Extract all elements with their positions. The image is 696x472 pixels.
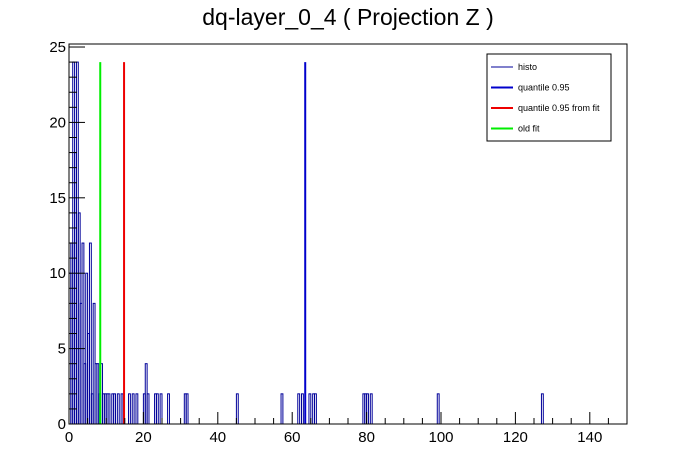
x-tick-label: 120 (503, 429, 528, 446)
x-tick-label: 60 (284, 429, 301, 446)
histogram-bar (280, 393, 284, 425)
histogram-bar (167, 393, 170, 425)
y-tick-label: 0 (58, 416, 66, 433)
x-tick-label: 20 (135, 429, 152, 446)
y-axis: 0 5 10 15 20 25 (49, 39, 85, 433)
histogram-bar (116, 393, 120, 425)
y-tick-label: 10 (49, 265, 66, 282)
x-tick-label: 100 (428, 429, 453, 446)
histogram-bar (135, 393, 139, 425)
histogram-bar (120, 393, 124, 425)
histogram-bar (146, 393, 150, 425)
histogram-bar (107, 393, 111, 425)
histogram-bar (540, 393, 544, 425)
y-tick-label: 25 (49, 39, 66, 56)
legend-label: histo (518, 62, 537, 72)
legend-label: quantile 0.95 (518, 83, 570, 93)
vertical-lines (99, 62, 307, 424)
histogram-bar (369, 393, 373, 425)
chart-title: dq-layer_0_4 ( Projection Z ) (202, 4, 493, 30)
x-tick-label: 0 (65, 429, 73, 446)
legend-box (486, 53, 612, 142)
x-tick-label: 140 (577, 429, 602, 446)
histogram-bar (301, 393, 304, 425)
y-tick-label: 20 (49, 114, 66, 131)
histogram-bar (131, 393, 135, 425)
histogram-bar (297, 393, 301, 425)
x-axis: 0 20 40 60 80 100 120 140 (65, 412, 628, 446)
x-tick-label: 40 (209, 429, 226, 446)
histogram-bar (128, 393, 131, 425)
histogram-bar (314, 393, 317, 425)
histogram-bar (436, 393, 440, 425)
legend: histo quantile 0.95 quantile 0.95 from fit… (486, 53, 612, 142)
legend-label: quantile 0.95 from fit (518, 103, 600, 113)
y-tick-label: 15 (49, 190, 66, 207)
x-tick-label: 80 (358, 429, 375, 446)
histogram-bar (155, 393, 159, 425)
legend-label: old fit (518, 124, 540, 134)
y-tick-label: 5 (58, 341, 66, 358)
histogram-bar (113, 393, 116, 425)
histogram-bar (185, 393, 189, 425)
